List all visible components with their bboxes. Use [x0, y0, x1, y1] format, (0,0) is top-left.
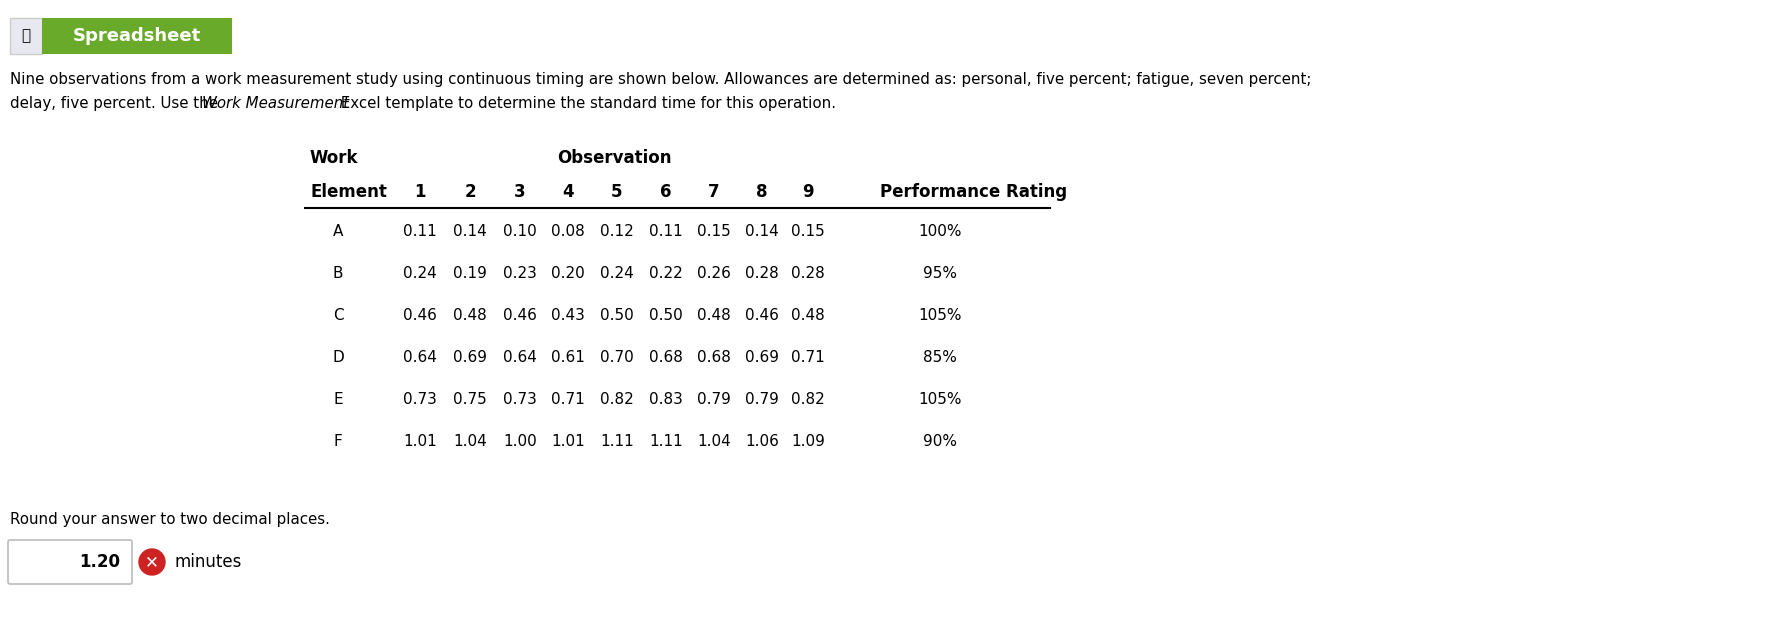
Text: Work Measurement: Work Measurement	[203, 96, 348, 111]
Text: 0.19: 0.19	[453, 266, 487, 281]
Text: 0.14: 0.14	[745, 225, 779, 240]
Text: 0.48: 0.48	[697, 308, 731, 323]
Text: 0.23: 0.23	[503, 266, 537, 281]
Text: 1.00: 1.00	[503, 434, 537, 449]
Text: ✕: ✕	[146, 553, 158, 571]
Text: 0.46: 0.46	[745, 308, 779, 323]
Text: 0.64: 0.64	[404, 351, 437, 366]
Text: 0.28: 0.28	[745, 266, 779, 281]
Text: delay, five percent. Use the: delay, five percent. Use the	[11, 96, 222, 111]
Text: 0.11: 0.11	[649, 225, 683, 240]
Text: 0.70: 0.70	[601, 351, 635, 366]
Text: 0.73: 0.73	[404, 392, 437, 407]
Text: 0.64: 0.64	[503, 351, 537, 366]
Text: 90%: 90%	[923, 434, 957, 449]
Text: 9: 9	[802, 183, 814, 201]
Text: 0.08: 0.08	[551, 225, 585, 240]
Text: 1.04: 1.04	[453, 434, 487, 449]
Text: 1.01: 1.01	[404, 434, 437, 449]
Text: 85%: 85%	[923, 351, 957, 366]
Text: Spreadsheet: Spreadsheet	[73, 27, 201, 45]
Text: 5: 5	[612, 183, 622, 201]
Text: 0.15: 0.15	[791, 225, 825, 240]
Point	[1040, 204, 1061, 212]
Text: F: F	[334, 434, 343, 449]
Text: Work: Work	[309, 149, 359, 167]
Text: 0.12: 0.12	[601, 225, 635, 240]
Text: 6: 6	[660, 183, 672, 201]
Text: 0.28: 0.28	[791, 266, 825, 281]
Text: 1.06: 1.06	[745, 434, 779, 449]
Text: 0.82: 0.82	[601, 392, 635, 407]
Text: 0.46: 0.46	[503, 308, 537, 323]
Text: 100%: 100%	[917, 225, 962, 240]
Text: 105%: 105%	[917, 308, 962, 323]
Text: 0.26: 0.26	[697, 266, 731, 281]
Text: Element: Element	[309, 183, 388, 201]
Text: 0.71: 0.71	[551, 392, 585, 407]
Text: 0.82: 0.82	[791, 392, 825, 407]
Text: 0.61: 0.61	[551, 351, 585, 366]
Text: E: E	[332, 392, 343, 407]
Text: 1.11: 1.11	[649, 434, 683, 449]
Text: 🗒: 🗒	[21, 29, 30, 44]
Circle shape	[139, 549, 165, 575]
Text: Performance Rating: Performance Rating	[880, 183, 1067, 201]
Text: 4: 4	[562, 183, 574, 201]
Text: 0.73: 0.73	[503, 392, 537, 407]
Text: 0.15: 0.15	[697, 225, 731, 240]
Text: Excel template to determine the standard time for this operation.: Excel template to determine the standard…	[336, 96, 836, 111]
Text: 0.14: 0.14	[453, 225, 487, 240]
FancyBboxPatch shape	[43, 18, 231, 54]
Text: 0.48: 0.48	[453, 308, 487, 323]
Text: 95%: 95%	[923, 266, 957, 281]
Text: 0.69: 0.69	[453, 351, 487, 366]
Text: C: C	[332, 308, 343, 323]
Text: 0.46: 0.46	[404, 308, 437, 323]
Text: Observation: Observation	[557, 149, 672, 167]
Text: 2: 2	[464, 183, 477, 201]
Text: 0.43: 0.43	[551, 308, 585, 323]
Text: 0.24: 0.24	[404, 266, 437, 281]
Text: 0.50: 0.50	[601, 308, 635, 323]
Text: 0.22: 0.22	[649, 266, 683, 281]
Text: 0.79: 0.79	[697, 392, 731, 407]
Text: 0.75: 0.75	[453, 392, 487, 407]
Point	[295, 204, 316, 212]
Text: 8: 8	[756, 183, 768, 201]
Text: 0.71: 0.71	[791, 351, 825, 366]
Text: 105%: 105%	[917, 392, 962, 407]
Text: 0.79: 0.79	[745, 392, 779, 407]
Text: 1.11: 1.11	[601, 434, 635, 449]
Text: 1.20: 1.20	[78, 553, 119, 571]
Text: 1.04: 1.04	[697, 434, 731, 449]
Text: Nine observations from a work measurement study using continuous timing are show: Nine observations from a work measuremen…	[11, 72, 1312, 87]
Text: A: A	[332, 225, 343, 240]
Text: 1: 1	[414, 183, 425, 201]
Text: minutes: minutes	[174, 553, 242, 571]
Text: 0.83: 0.83	[649, 392, 683, 407]
Text: 0.20: 0.20	[551, 266, 585, 281]
FancyBboxPatch shape	[11, 18, 43, 54]
Text: 0.68: 0.68	[649, 351, 683, 366]
Text: 0.69: 0.69	[745, 351, 779, 366]
Text: 0.68: 0.68	[697, 351, 731, 366]
Text: 1.09: 1.09	[791, 434, 825, 449]
Text: Round your answer to two decimal places.: Round your answer to two decimal places.	[11, 512, 331, 527]
Text: 0.48: 0.48	[791, 308, 825, 323]
Text: 1.01: 1.01	[551, 434, 585, 449]
Text: 0.24: 0.24	[601, 266, 635, 281]
Text: 0.10: 0.10	[503, 225, 537, 240]
FancyBboxPatch shape	[7, 540, 132, 584]
Text: 7: 7	[708, 183, 720, 201]
Text: 0.11: 0.11	[404, 225, 437, 240]
Text: D: D	[332, 351, 343, 366]
Text: 3: 3	[514, 183, 526, 201]
Text: 0.50: 0.50	[649, 308, 683, 323]
Text: B: B	[332, 266, 343, 281]
